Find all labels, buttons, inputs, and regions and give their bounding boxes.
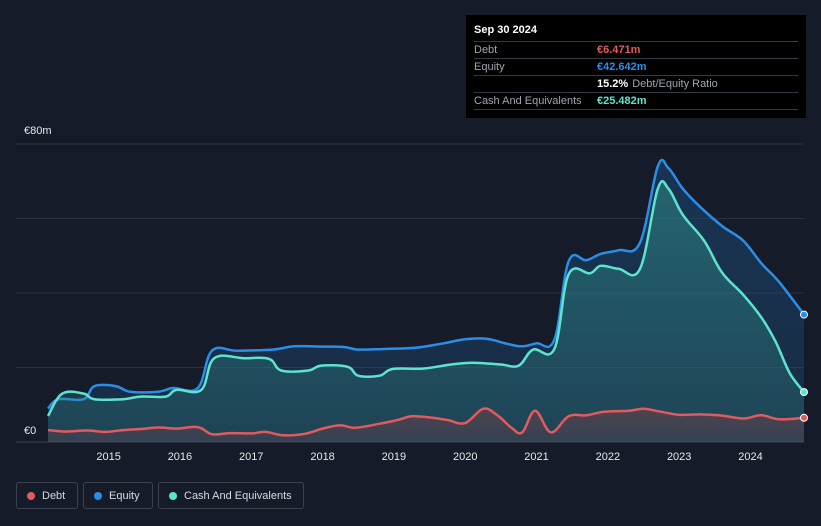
cash-and-equivalents-area bbox=[48, 181, 804, 442]
x-tick-label: 2020 bbox=[452, 451, 478, 463]
legend-label: Cash And Equivalents bbox=[184, 489, 292, 502]
series bbox=[46, 158, 805, 443]
end-markers bbox=[800, 310, 808, 422]
tooltip-row-equity: Equity €42.642m bbox=[474, 58, 798, 75]
x-tick-label: 2021 bbox=[524, 451, 549, 463]
cash-dot-icon bbox=[169, 491, 177, 500]
tooltip-row-debt: Debt €6.471m bbox=[474, 41, 798, 58]
tooltip-value: €6.471m bbox=[597, 44, 641, 56]
debt-line bbox=[47, 407, 805, 437]
x-tick-label: 2015 bbox=[96, 451, 121, 463]
tooltip-label: Equity bbox=[474, 61, 505, 73]
legend-cash-button[interactable]: Cash And Equivalents bbox=[158, 482, 304, 509]
x-tick-label: 2022 bbox=[595, 451, 621, 463]
equity-line bbox=[47, 158, 805, 410]
legend-debt-button[interactable]: Debt bbox=[16, 482, 78, 509]
y-axis-label-top: €80m bbox=[24, 125, 52, 137]
debt-end-marker bbox=[800, 413, 808, 422]
debt-dot-icon bbox=[27, 491, 35, 500]
tooltip-row-ratio: 15.2% Debt/Equity Ratio bbox=[474, 75, 798, 92]
tooltip-value: 15.2% bbox=[597, 78, 629, 90]
tooltip-label: Debt bbox=[474, 44, 498, 56]
cash-and-equivalents-line bbox=[46, 179, 805, 417]
cash-and-equivalents-end-marker bbox=[800, 388, 808, 397]
x-tick-label: 2016 bbox=[167, 451, 193, 463]
tooltip-sub: Debt/Equity Ratio bbox=[632, 78, 718, 90]
x-tick-label: 2017 bbox=[239, 451, 264, 463]
x-tick-label: 2023 bbox=[666, 451, 692, 463]
tooltip-value: €25.482m bbox=[597, 95, 647, 107]
tooltip-row-cash: Cash And Equivalents €25.482m bbox=[474, 92, 798, 110]
x-tick-label: 2024 bbox=[738, 451, 763, 463]
x-tick-label: 2018 bbox=[310, 451, 335, 463]
y-axis-label-zero: €0 bbox=[24, 425, 37, 437]
legend-equity-button[interactable]: Equity bbox=[83, 482, 153, 509]
x-tick-label: 2019 bbox=[381, 451, 407, 463]
legend-label: Debt bbox=[42, 489, 66, 502]
tooltip-label: Cash And Equivalents bbox=[474, 95, 582, 107]
equity-end-marker bbox=[800, 310, 808, 319]
tooltip-date: Sep 30 2024 bbox=[474, 24, 537, 36]
legend-label: Equity bbox=[109, 489, 140, 502]
tooltip-value: €42.642m bbox=[597, 61, 647, 73]
equity-dot-icon bbox=[94, 491, 102, 500]
tooltip: Sep 30 2024 Debt €6.471m Equity €42.642m… bbox=[466, 15, 806, 118]
plot-edge bbox=[804, 144, 821, 442]
